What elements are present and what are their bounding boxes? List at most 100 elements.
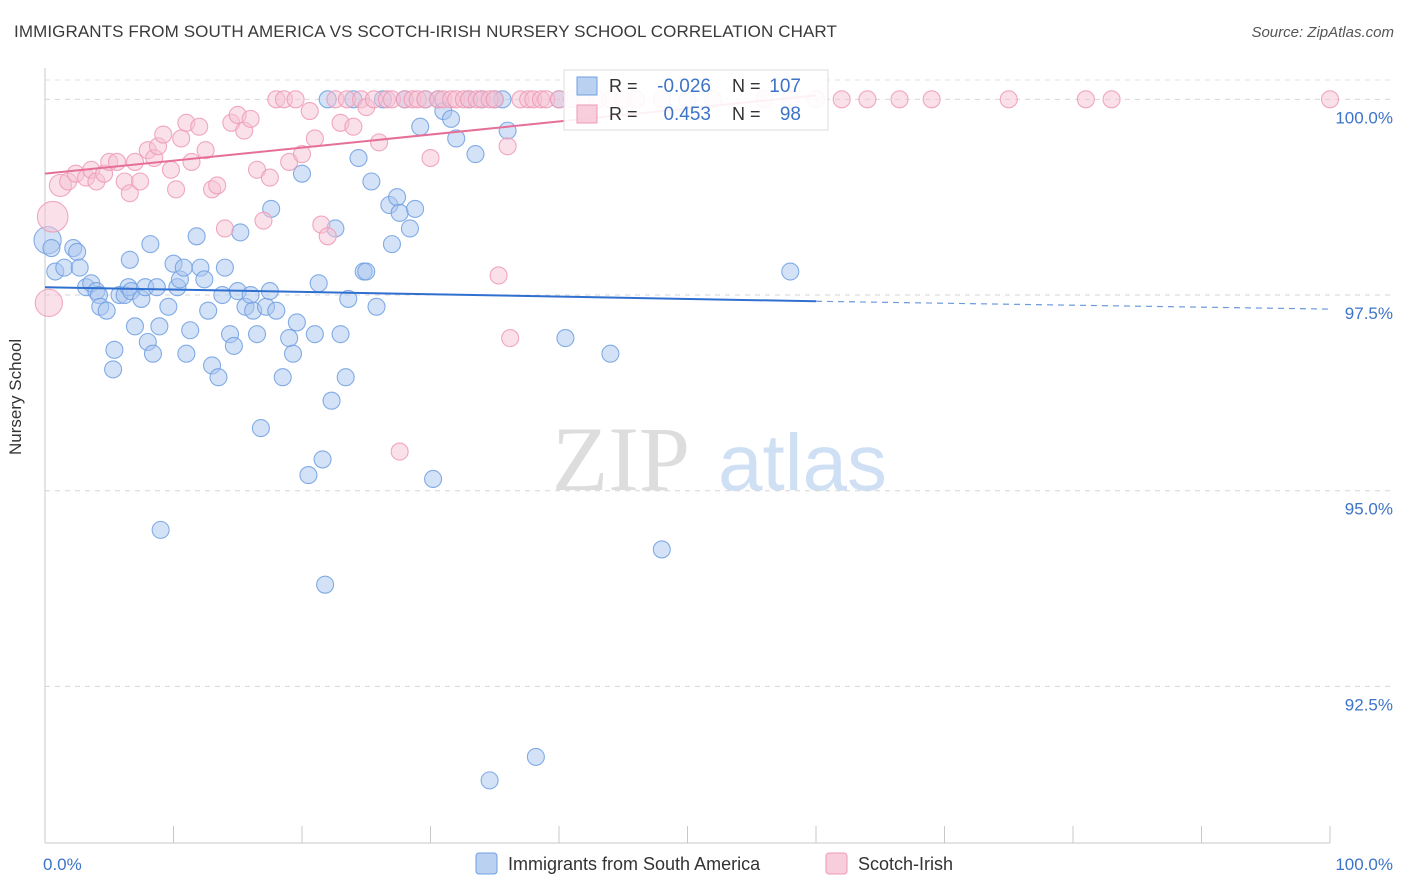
- south-america-point: [247, 325, 267, 344]
- scotch-irish-point: [922, 90, 941, 109]
- legend-n-label: N =: [732, 104, 761, 124]
- south-america-point: [125, 317, 144, 336]
- axes: 0.0% 100.0%: [43, 68, 1393, 874]
- south-america-point: [224, 336, 243, 355]
- south-america-point: [55, 258, 74, 277]
- scotch-irish-point: [167, 180, 186, 199]
- south-america-point: [273, 368, 292, 387]
- scotch-irish-point: [260, 168, 279, 187]
- south-america-point: [424, 469, 443, 489]
- south-america-point: [143, 344, 162, 363]
- legend-n-value: 107: [769, 76, 801, 97]
- chart-title: IMMIGRANTS FROM SOUTH AMERICA VS SCOTCH-…: [14, 22, 837, 41]
- scotch-irish-point: [292, 145, 312, 164]
- scotch-irish-point: [832, 90, 851, 109]
- scotch-irish-point: [36, 200, 69, 233]
- south-america-point: [322, 391, 341, 410]
- scotch-irish-point: [999, 90, 1018, 109]
- south-america-point: [336, 368, 355, 387]
- south-america-point: [313, 450, 332, 469]
- south-america-point: [556, 329, 575, 348]
- south-america-point: [151, 520, 170, 539]
- south-america-point: [362, 172, 381, 191]
- south-america-point: [339, 289, 358, 308]
- south-america-point: [331, 325, 350, 344]
- scotch-irish-point: [1102, 90, 1121, 109]
- scotch-irish-point: [125, 152, 144, 171]
- scotch-irish-point: [154, 125, 173, 144]
- chart-source: Source: ZipAtlas.com: [1251, 24, 1394, 41]
- south-america-point: [120, 250, 139, 269]
- scotch-irish-point: [120, 184, 139, 203]
- south-america-point: [251, 419, 270, 438]
- scotch-irish-point: [131, 172, 150, 191]
- south-america-point: [177, 344, 196, 363]
- scotch-irish-point: [501, 329, 520, 348]
- south-america-point: [199, 301, 218, 320]
- south-america-point: [105, 340, 124, 359]
- south-america-point: [42, 239, 61, 258]
- south-america-point: [526, 747, 545, 766]
- south-america-point: [292, 164, 312, 183]
- south-america-point: [305, 325, 324, 344]
- south-america-point: [287, 313, 306, 332]
- scotch-irish-point: [421, 148, 440, 168]
- south-america-point: [231, 223, 250, 242]
- series-legend-label: Immigrants from South America: [508, 854, 761, 874]
- south-america-point: [174, 258, 193, 277]
- legend-n-value: 98: [780, 104, 801, 125]
- south-america-point: [652, 540, 671, 559]
- south-america-point: [382, 235, 402, 254]
- south-america-point: [406, 199, 425, 218]
- scotch-irish-point: [161, 160, 180, 179]
- south-america-point: [283, 344, 303, 363]
- legend-r-value: -0.026: [657, 76, 711, 97]
- scotch-irish-point: [215, 219, 234, 238]
- scotch-irish-point: [370, 133, 389, 152]
- scotch-irish-point: [305, 129, 324, 148]
- scotch-irish-point: [390, 442, 409, 461]
- scotch-irish-point: [489, 266, 508, 285]
- south-america-point: [466, 145, 485, 164]
- scotch-irish-point: [318, 227, 337, 246]
- legend-n-label: N =: [732, 76, 761, 96]
- scotch-irish-point: [344, 117, 363, 136]
- south-america-point: [498, 121, 517, 140]
- south-america-point: [267, 301, 286, 320]
- south-america-point: [187, 227, 206, 246]
- series-legend: Immigrants from South America Scotch-Iris…: [475, 852, 953, 875]
- scotch-irish-point: [498, 137, 517, 156]
- legend-swatch-scotch-irish-bottom: [825, 852, 848, 875]
- scotch-irish-point: [1320, 90, 1340, 109]
- south-america-point: [104, 360, 123, 379]
- scotch-irish-point: [208, 176, 227, 195]
- scotch-irish-point: [1076, 90, 1095, 109]
- south-america-point: [159, 297, 178, 316]
- south-america-point: [309, 274, 328, 293]
- south-america-point: [388, 188, 407, 207]
- south-america-point: [480, 771, 499, 790]
- scotch-irish-point: [34, 288, 64, 317]
- south-america-point: [367, 297, 386, 316]
- scotch-irish-point: [286, 90, 305, 109]
- south-america-point: [316, 575, 335, 594]
- y-tick-label: 95.0%: [1345, 500, 1393, 519]
- south-america-point: [68, 242, 87, 262]
- south-america-point: [299, 466, 318, 485]
- south-america-point: [447, 129, 466, 148]
- legend-r-label: R =: [609, 76, 638, 96]
- south-america-point: [150, 317, 169, 336]
- south-america-point: [349, 148, 368, 168]
- legend-r-label: R =: [609, 104, 638, 124]
- y-tick-label: 100.0%: [1335, 108, 1393, 127]
- south-america-point: [400, 219, 419, 238]
- scotch-irish-point: [196, 141, 215, 160]
- south-america-point: [442, 109, 461, 128]
- watermark-zip: ZIP: [552, 408, 690, 510]
- x-tick-label: 0.0%: [43, 855, 82, 874]
- legend-box-frame: [563, 69, 829, 131]
- south-america-point: [215, 258, 234, 277]
- watermark-atlas: atlas: [718, 418, 887, 507]
- south-america-point: [280, 329, 299, 348]
